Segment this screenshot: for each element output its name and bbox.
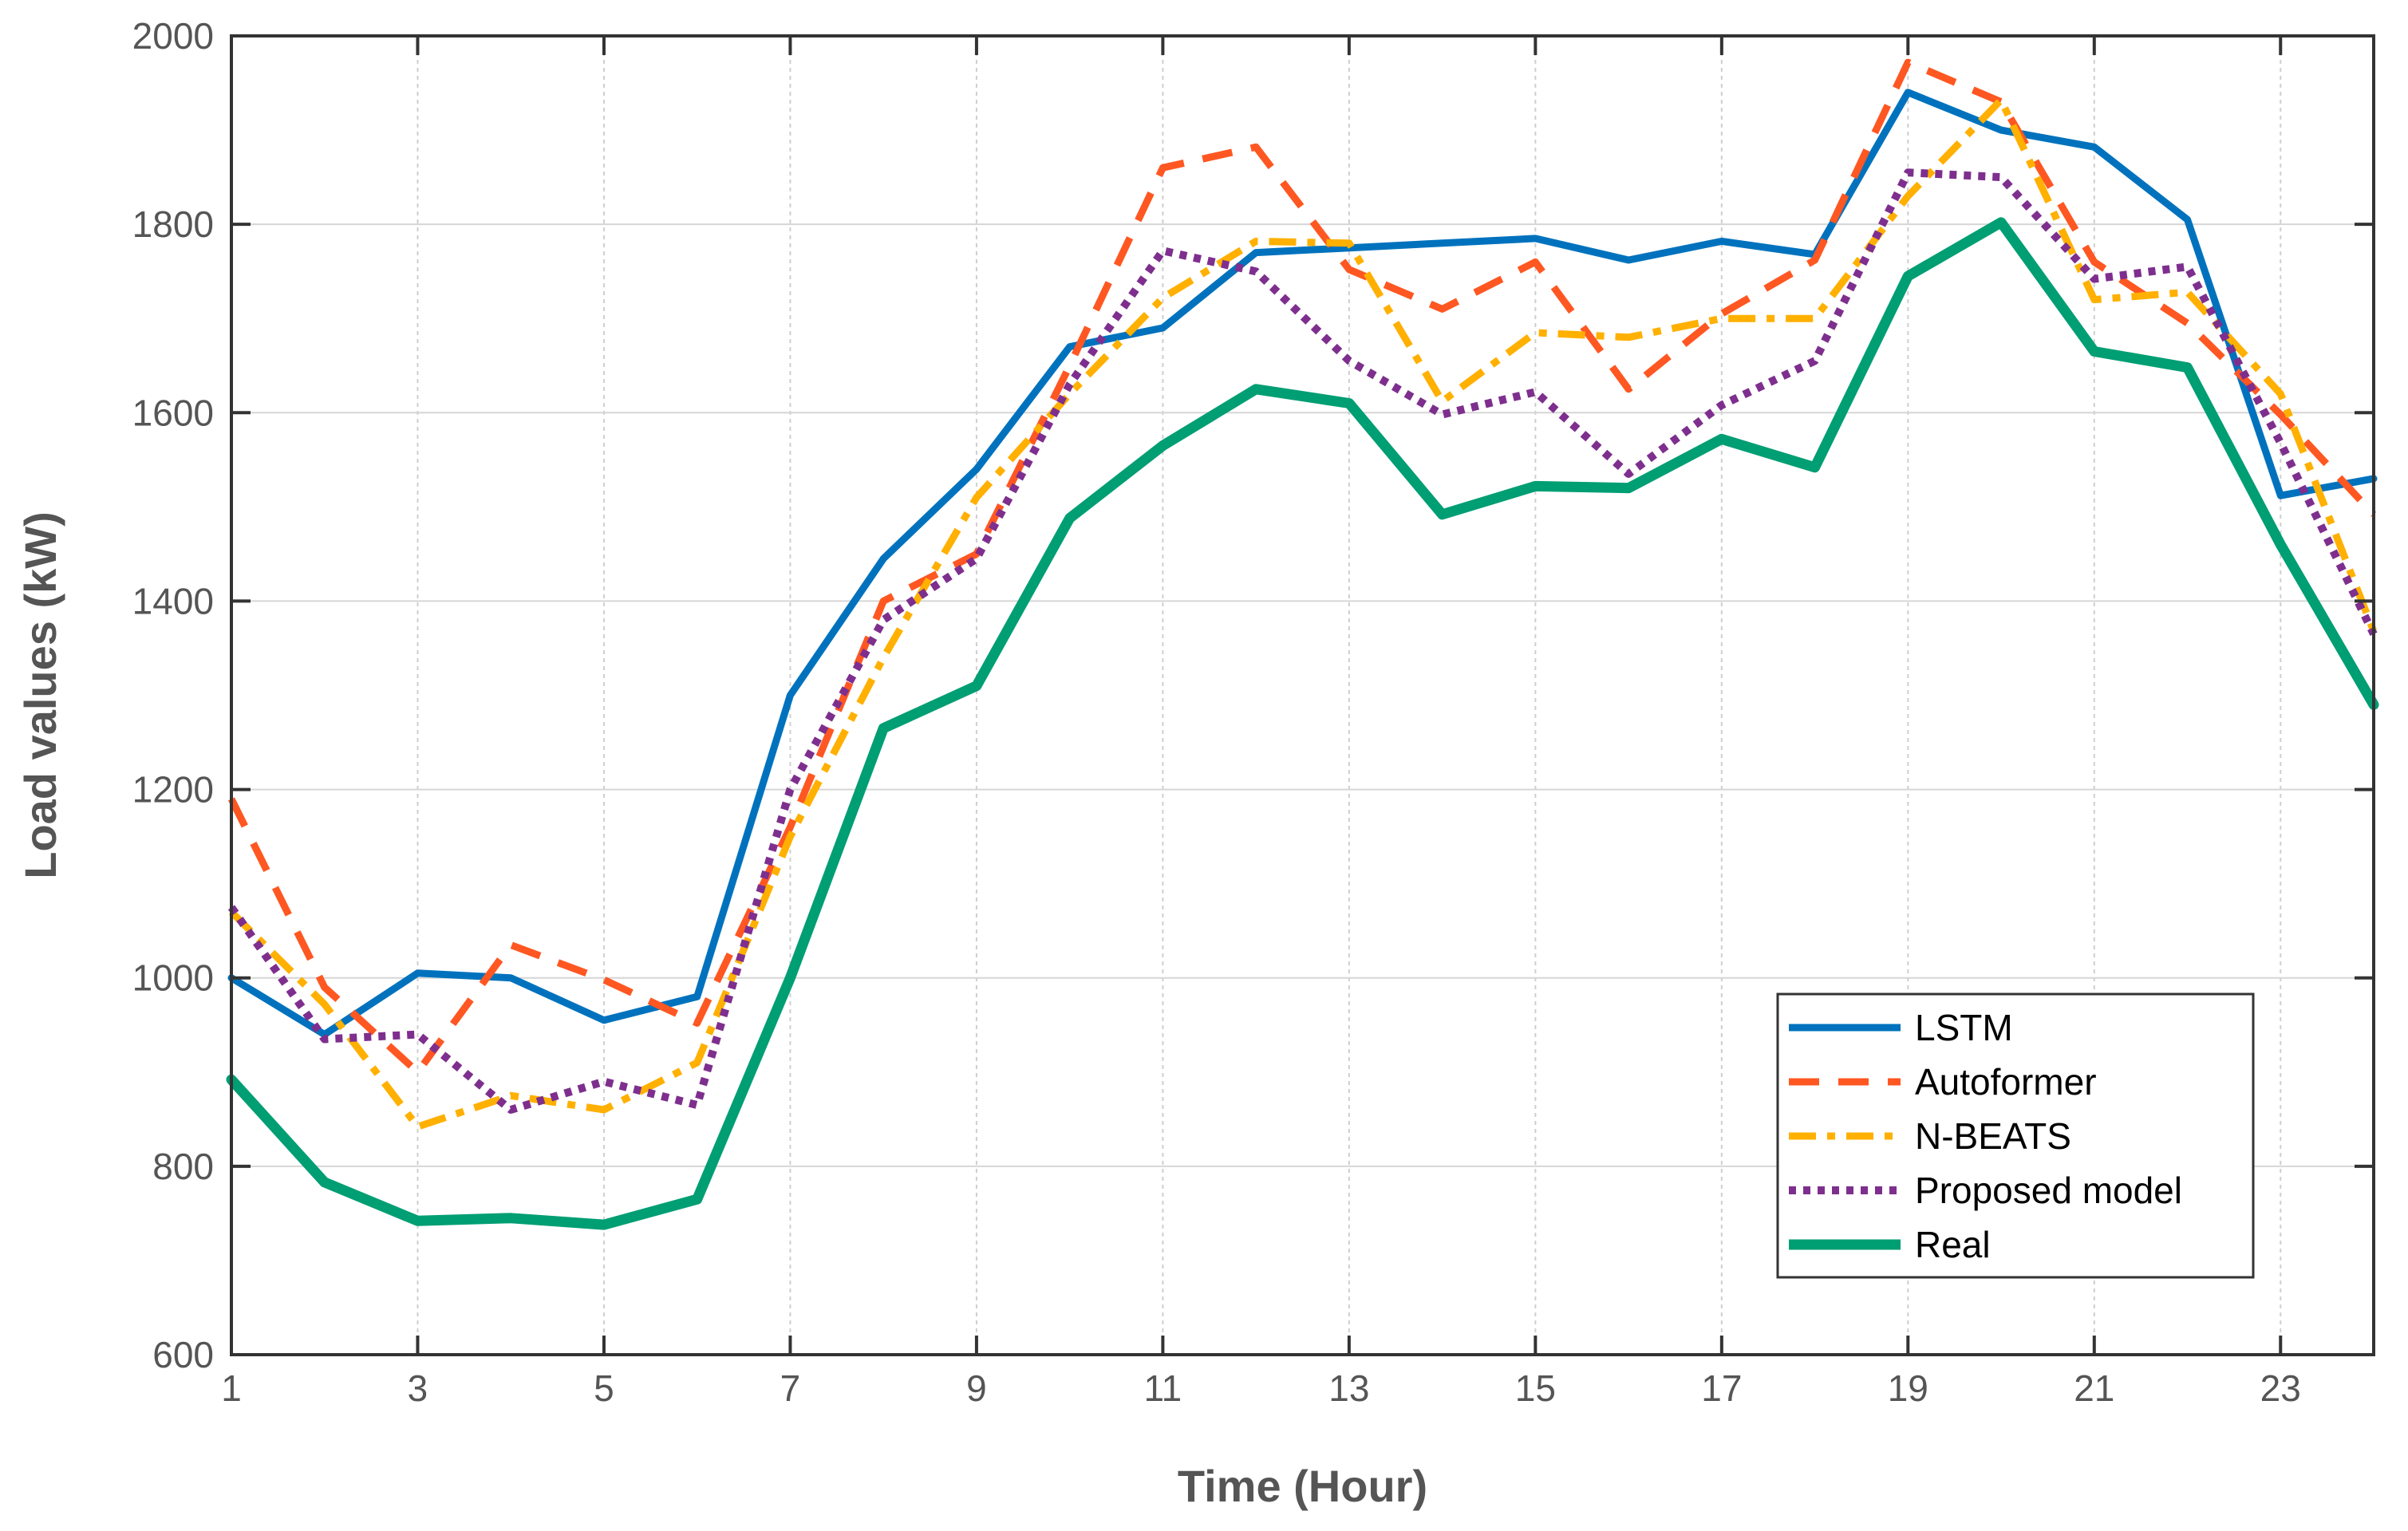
y-axis-title: Load values (kW) [15,511,65,879]
legend-label: LSTM [1915,1007,2013,1048]
y-tick-label: 1000 [132,957,214,999]
series-lines [226,58,2379,1230]
legend: LSTM Autoformer N-BEATS Proposed model Real [1776,992,2255,1279]
x-tick-label: 19 [1888,1367,1928,1409]
x-axis-tick-labels: 1 3 5 7 9 11 13 15 17 19 21 23 [221,1367,2301,1409]
series-line-n-beats [228,96,2378,1130]
x-tick-label: 15 [1515,1367,1556,1409]
legend-label: Proposed model [1915,1170,2182,1211]
x-tick-label: 9 [966,1367,987,1409]
y-tick-label: 2000 [132,15,214,57]
x-tick-label: 5 [594,1367,614,1409]
legend-label: Autoformer [1915,1061,2097,1103]
x-tick-label: 7 [780,1367,801,1409]
plot-area-frame [230,34,2375,1356]
y-axis-tick-labels: 600 800 1000 1200 1400 1600 1800 2000 [132,15,214,1375]
axis-ticks [230,34,2374,1356]
y-tick-label: 800 [152,1146,214,1187]
y-tick-label: 1400 [132,580,214,621]
legend-label: Real [1915,1224,1991,1265]
series-line-proposed-model [227,168,2378,1114]
x-tick-label: 1 [221,1367,242,1409]
x-tick-label: 13 [1328,1367,1369,1409]
legend-items: LSTM Autoformer N-BEATS Proposed model Real [1789,1007,2182,1265]
x-axis-title: Time (Hour) [1178,1461,1427,1511]
x-tick-label: 21 [2074,1367,2114,1409]
x-tick-label: 17 [1701,1367,1742,1409]
x-tick-label: 23 [2260,1367,2301,1409]
legend-label: N-BEATS [1915,1115,2071,1157]
y-tick-label: 600 [152,1334,214,1375]
x-tick-label: 3 [408,1367,428,1409]
y-tick-label: 1600 [132,392,214,433]
y-tick-label: 1800 [132,203,214,245]
series-line-real [226,217,2379,1230]
x-tick-label: 11 [1144,1367,1182,1409]
y-tick-label: 1200 [132,769,214,811]
